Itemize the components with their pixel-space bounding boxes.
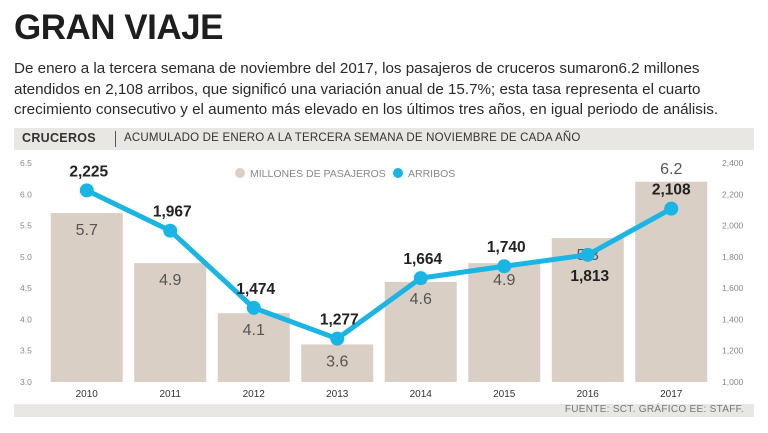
y-right-tick-label: 1,000 [722,377,744,387]
arribos-point [246,300,261,315]
y-left-tick-label: 6.0 [20,189,32,199]
bar [50,213,123,382]
arribos-point [163,223,178,238]
description-text: De enero a la tercera semana de noviembr… [14,60,719,118]
arribos-value-label: 2,108 [652,182,691,199]
section-subtitle: ACUMULADO DE ENERO A LA TERCERA SEMANA D… [124,132,581,144]
x-tick-label: 2010 [76,389,99,400]
chart-header-bar: CRUCEROS ACUMULADO DE ENERO A LA TERCERA… [14,128,754,150]
arribos-value-label: 2,225 [69,163,108,180]
bar-value-label: 4.9 [159,272,181,289]
arribos-value-label: 1,664 [403,251,442,268]
y-left-tick-label: 4.0 [20,314,32,324]
arribos-point [413,271,428,286]
y-right-tick-label: 1,600 [722,283,744,293]
legend-swatch-arribos [393,168,403,178]
header-divider [115,131,116,147]
bar [551,238,624,382]
arribos-point [497,259,512,274]
bar [301,344,374,382]
x-tick-label: 2012 [243,389,266,400]
x-tick-label: 2017 [660,389,683,400]
x-tick-label: 2014 [410,389,433,400]
arribos-value-label: 1,740 [487,239,526,256]
y-right-tick-label: 1,200 [722,346,744,356]
y-right-tick-label: 2,000 [722,221,744,231]
y-left-tick-label: 3.0 [20,377,32,387]
bar [217,313,290,382]
bar-value-label: 5.7 [76,222,98,239]
arribos-point [580,247,595,262]
arribos-point [79,183,94,198]
bar-value-label: 4.1 [243,322,265,339]
bar [468,263,541,382]
arribos-line [84,187,674,342]
bar [134,263,207,382]
page-title: GRAN VIAJE [14,8,223,47]
cruceros-chart: 3.0 3.5 4.0 4.5 5.0 5.5 6.0 6.5 1,000 1,200 1,400 1… [20,158,744,400]
arribos-value-label: 1,967 [153,204,192,221]
y-left-tick-label: 4.5 [20,283,32,293]
x-tick-label: 2013 [326,389,349,400]
y-left-tick-label: 5.5 [20,221,32,231]
section-label: CRUCEROS [22,131,96,145]
legend-label-pasajeros: MILLONES DE PASAJEROS [250,168,386,180]
x-tick-label: 2016 [577,389,600,400]
y-right-tick-label: 1,800 [722,252,744,262]
bar-value-label: 6.2 [660,161,682,178]
arribos-point [330,331,345,346]
y-left-tick-label: 5.0 [20,252,32,262]
y-right-tick-label: 2,400 [722,158,744,168]
bar-value-label: 4.6 [410,291,432,308]
bar-value-label: 3.6 [326,353,348,370]
source-credit: FUENTE: SCT. GRÁFICO EE: STAFF. [564,404,744,415]
y-left-tick-label: 6.5 [20,158,32,168]
y-right-tick-label: 2,200 [722,189,744,199]
arribos-value-label: 1,277 [320,312,359,329]
x-tick-label: 2015 [493,389,516,400]
bar-value-label: 4.9 [493,272,515,289]
legend-label-arribos: ARRIBOS [408,168,455,180]
footer-bar: FUENTE: SCT. GRÁFICO EE: STAFF. [14,404,754,417]
arribos-value-label: 1,813 [570,268,609,285]
arribos-value-label: 1,474 [236,281,275,298]
y-left-tick-label: 3.5 [20,346,32,356]
x-tick-label: 2011 [159,389,181,400]
arribos-point [664,201,679,216]
y-right-tick-label: 1,400 [722,314,744,324]
legend-swatch-pasajeros [235,168,245,178]
